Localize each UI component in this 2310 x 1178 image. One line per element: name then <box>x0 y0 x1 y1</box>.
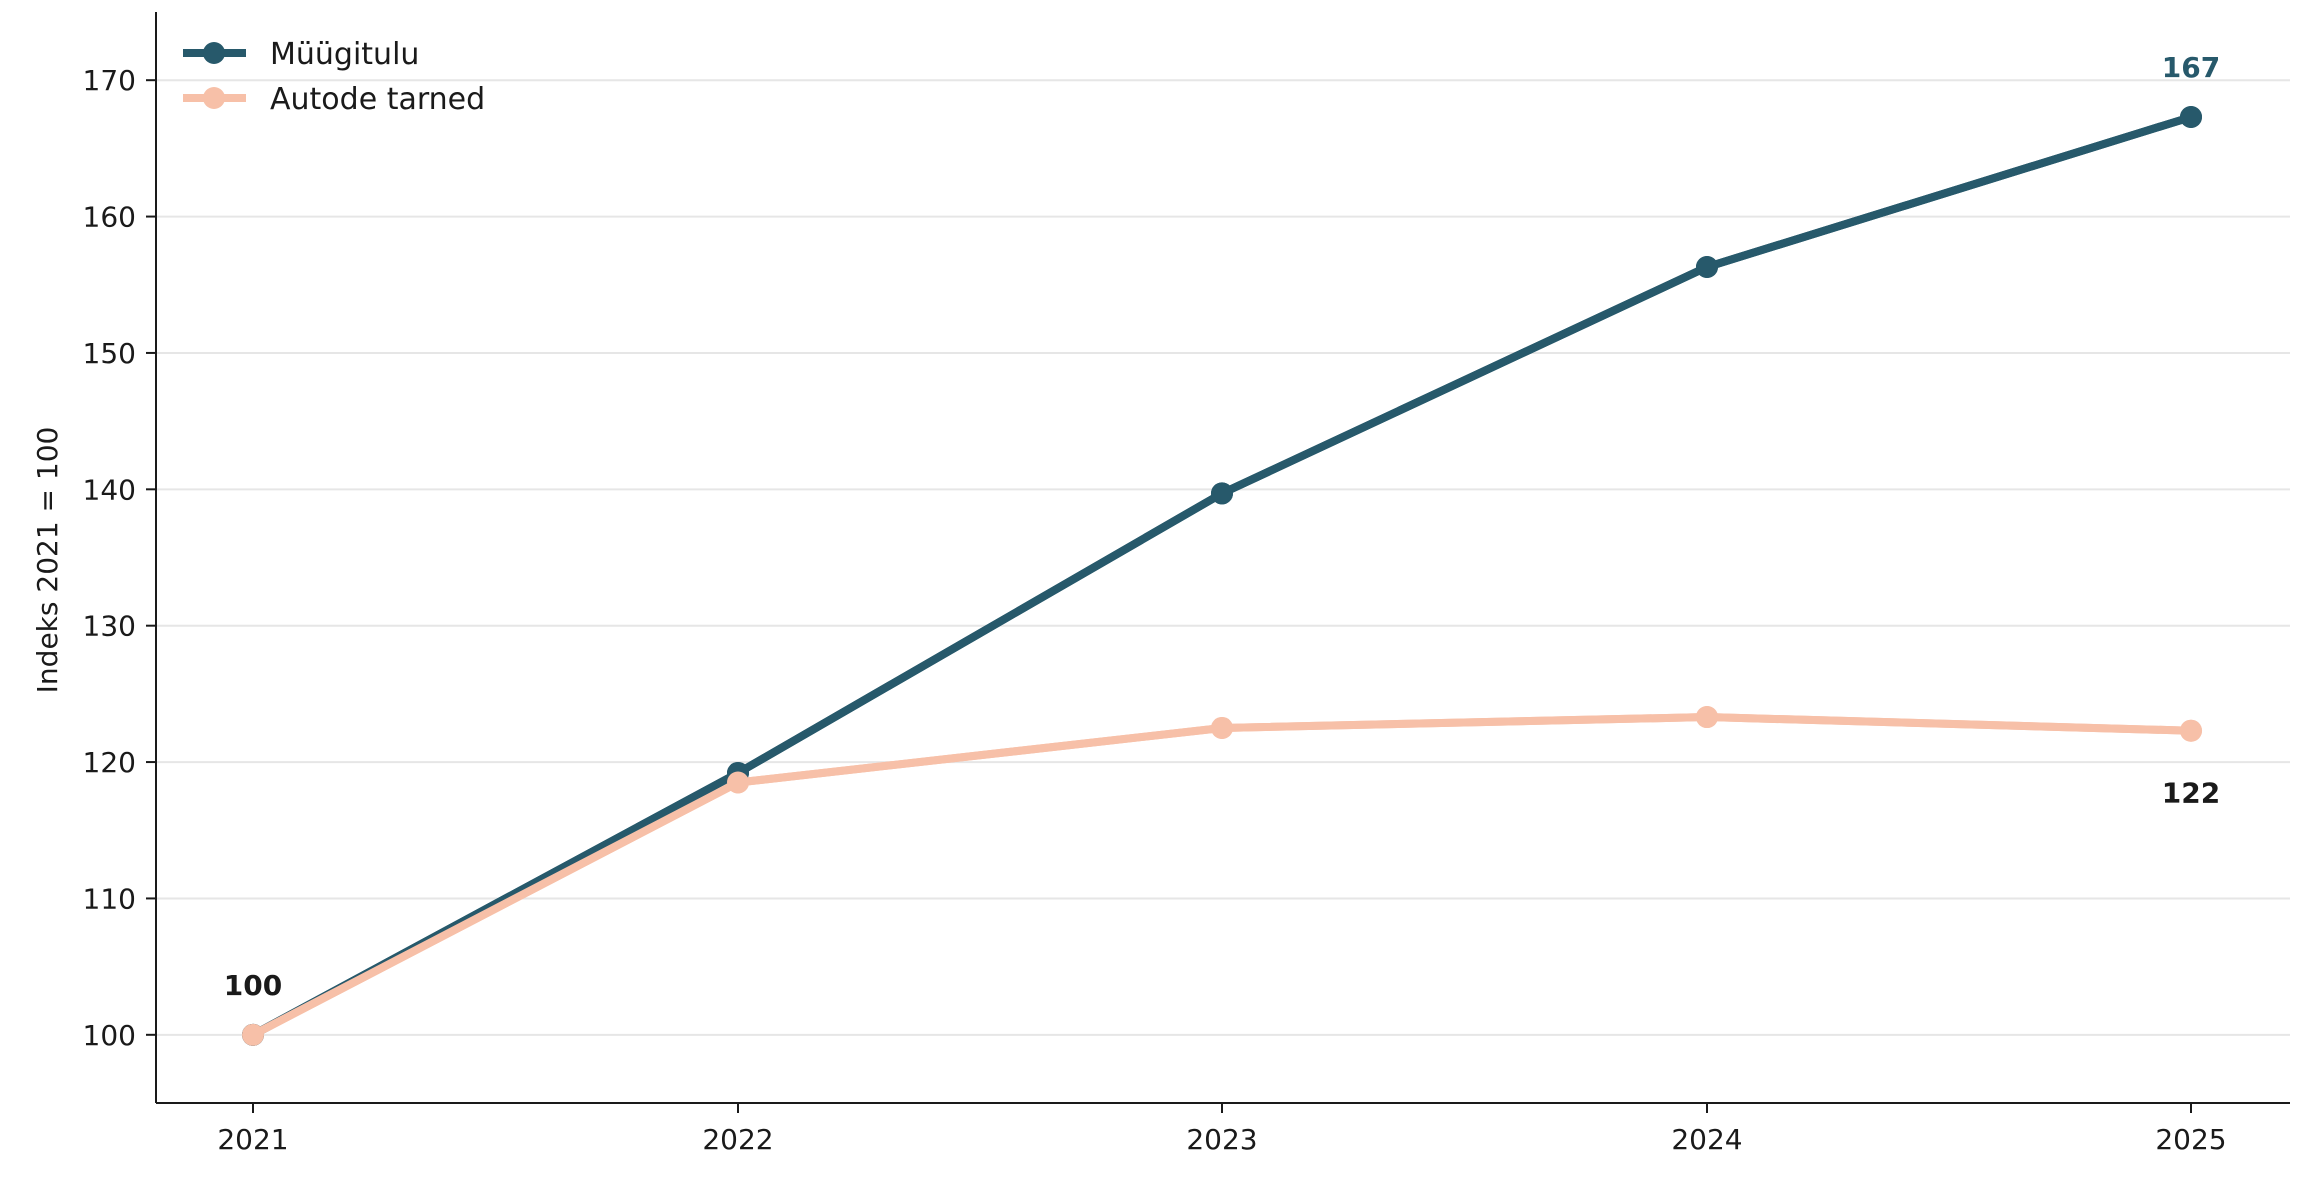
x-tick-label: 2024 <box>1671 1123 1742 1156</box>
data-point <box>1211 716 1233 739</box>
series-0-top <box>242 106 2202 1046</box>
data-point <box>1696 706 1718 729</box>
x-tick-label: 2023 <box>1186 1123 1257 1156</box>
legend-label: Müügitulu <box>270 37 419 72</box>
gridlines <box>156 79 2290 1036</box>
legend-marker <box>203 42 225 64</box>
x-ticks: 2021 2022 2023 2024 2025 <box>217 1103 2227 1156</box>
y-tick-label: 140 <box>83 473 136 506</box>
series-line <box>249 113 2195 1039</box>
y-axis-title: Indeks 2021 = 100 <box>31 427 64 694</box>
y-tick-label: 120 <box>83 746 136 779</box>
x-tick-label: 2021 <box>217 1123 288 1156</box>
y-tick-label: 130 <box>83 610 136 643</box>
data-point <box>1696 256 1718 279</box>
series-0 <box>242 106 2202 1046</box>
y-tick-label: 110 <box>83 882 136 915</box>
data-label: 100 <box>224 969 282 1002</box>
series-line <box>249 113 2195 1039</box>
data-point <box>2180 719 2202 742</box>
axes <box>155 12 2290 1104</box>
y-tick-label: 160 <box>83 201 136 234</box>
legend: Müügitulu Autode tarned <box>183 37 485 117</box>
data-point <box>1211 482 1233 505</box>
series-group <box>242 106 2202 1046</box>
data-point <box>2180 106 2202 129</box>
y-tick-label: 150 <box>83 337 136 370</box>
series-1 <box>242 706 2202 1046</box>
legend-label: Autode tarned <box>270 82 485 117</box>
y-ticks: 100 110 120 130 140 150 160 170 <box>83 64 156 1052</box>
legend-marker <box>203 87 225 109</box>
y-tick-label: 100 <box>83 1019 136 1052</box>
x-tick-label: 2025 <box>2155 1123 2226 1156</box>
data-label: 167 <box>2162 51 2220 84</box>
y-tick-label: 170 <box>83 64 136 97</box>
end-labels: 100 167 122 <box>224 51 2220 1002</box>
x-tick-label: 2022 <box>702 1123 773 1156</box>
data-point <box>242 1023 264 1046</box>
data-point <box>727 771 749 794</box>
data-label: 122 <box>2162 777 2220 810</box>
